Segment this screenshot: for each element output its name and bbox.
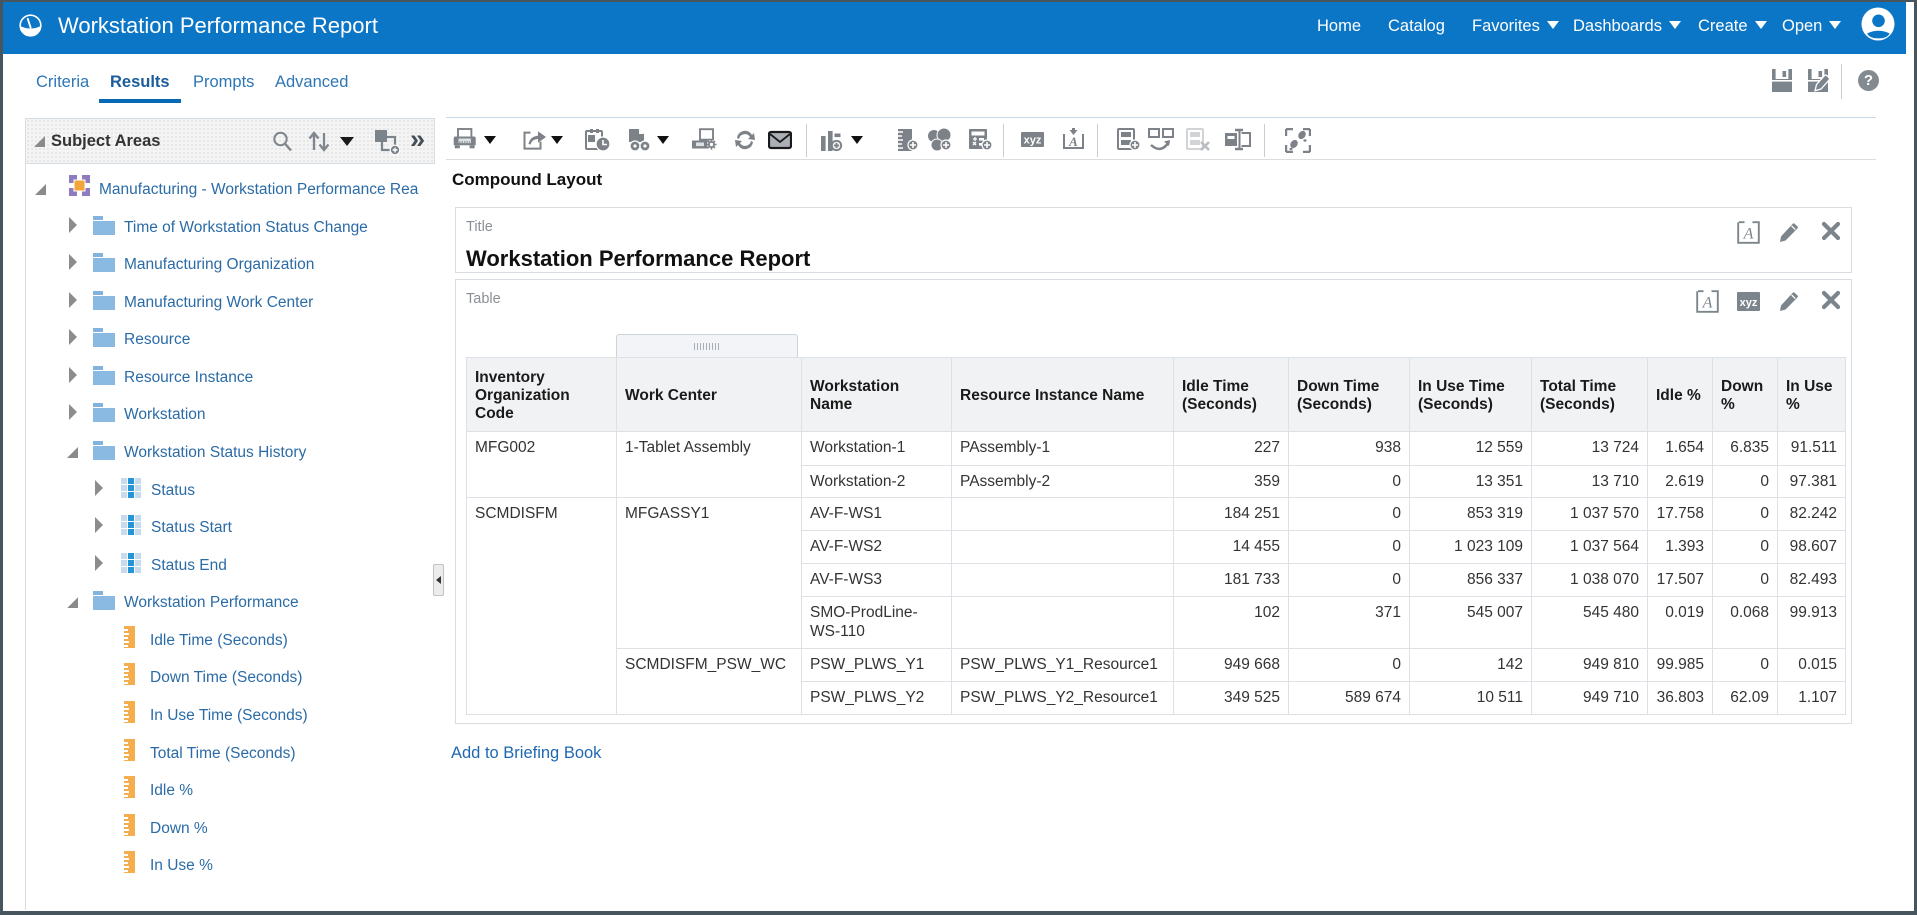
svg-text:A: A (1068, 134, 1078, 149)
svg-text:A: A (1702, 295, 1713, 312)
svg-text:xyz: xyz (1740, 297, 1758, 309)
svg-text:A: A (1743, 226, 1754, 243)
svg-text:xyz: xyz (1024, 135, 1042, 147)
